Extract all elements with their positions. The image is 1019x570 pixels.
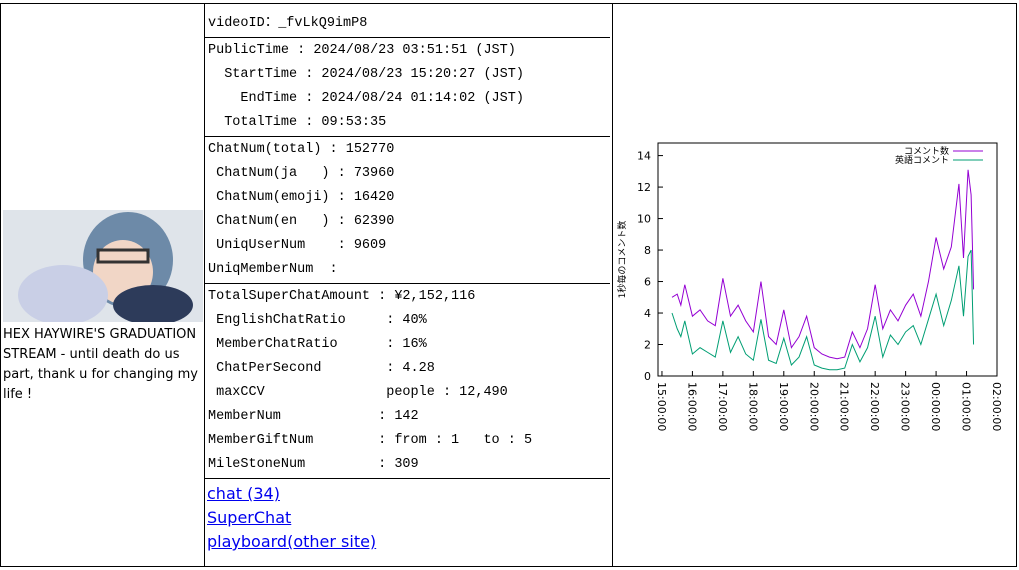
y-tick-label: 0 [644,370,651,383]
cell-divider [612,3,1018,567]
x-tick-label: 18:00:00 [746,382,759,431]
series-line [671,169,975,360]
stats-line: TotalSuperChatAmount : ¥2,152,116 [208,289,476,304]
link[interactable]: playboard(other site) [207,532,377,551]
links: chat (34) SuperChat playboard(other site) [207,482,376,554]
x-tick-label: 21:00:00 [838,382,851,431]
stats-line: EndTime : 2024/08/24 01:14:02 (JST) [208,91,524,106]
stats-line: ChatNum(emoji) : 16420 [208,190,395,205]
stats-line: ChatPerSecond : 4.28 [208,361,435,376]
x-tick-label: 00:00:00 [929,382,942,431]
x-tick-label: 16:00:00 [685,382,698,431]
y-tick-label: 12 [637,181,651,194]
stats-line: StartTime : 2024/08/23 15:20:27 (JST) [208,67,524,82]
stats-line: ChatNum(en ) : 62390 [208,214,395,229]
y-axis-label: 1秒毎のコメント数 [616,221,628,299]
stats-line: TotalTime : 09:53:35 [208,115,387,130]
stats-line: UniqUserNum : 9609 [208,238,387,253]
y-tick-label: 10 [637,213,651,226]
chart: 0 2 4 6 8 10 12 14 15:00:00 16:00:00 17:00:00 18:00… [616,142,1003,431]
x-tick-label: 15:00:00 [655,382,668,431]
x-tick-label: 17:00:00 [716,382,729,431]
stats-line: videoID：_fvLkQ9imP8 [208,16,368,31]
stats-line: EnglishChatRatio : 40% [208,313,427,328]
stats-line: ChatNum(total) : 152770 [208,142,395,157]
table [0,3,1017,567]
stats-section: PublicTime : 2024/08/23 03:51:51 (JST) S… [205,38,610,137]
stats-line: PublicTime : 2024/08/23 03:51:51 (JST) [208,43,516,58]
stats-line: UniqMemberNum : [208,262,338,277]
stats-section: videoID：_fvLkQ9imP8 [205,11,610,38]
x-tick-label: 19:00:00 [777,382,790,431]
stats-line: MemberGiftNum : from : 1 to : 5 [208,433,533,448]
x-tick-label: 23:00:00 [899,382,912,431]
stats-line: MemberChatRatio : 16% [208,337,427,352]
plot-frame [657,142,998,377]
x-tick-label: 20:00:00 [807,382,820,431]
y-tick-label: 2 [644,339,651,352]
series-line [671,249,975,371]
y-tick-label: 4 [644,307,651,320]
y-tick-label: 14 [637,150,651,163]
stats-section: TotalSuperChatAmount : ¥2,152,116 Englis… [205,284,610,479]
x-tick-label: 02:00:00 [990,382,1003,431]
y-tick-label: 6 [644,276,651,289]
cell-divider [204,3,613,567]
x-tick-label: 22:00:00 [868,382,881,431]
link[interactable]: SuperChat [207,508,292,527]
x-tick-label: 01:00:00 [960,382,973,431]
video-title: HEX HAYWIRE'S GRADUATION STREAM - until … [3,327,198,402]
stats-line: maxCCV people : 12,490 [208,385,508,400]
legend-label: 英語コメント [895,154,949,166]
stats-section: ChatNum(total) : 152770 ChatNum(ja ) : 7… [205,137,610,284]
stats-line: MemberNum : 142 [208,409,419,424]
y-tick-label: 8 [644,244,651,257]
legend-label: コメント数 [904,145,949,157]
link[interactable]: chat (34) [207,484,280,503]
thumbnail[interactable] [3,210,203,322]
stats: videoID：_fvLkQ9imP8 PublicTime : 2024/08/… [205,11,610,479]
stats-line: ChatNum(ja ) : 73960 [208,166,395,181]
stats-line: MileStoneNum : 309 [208,457,419,472]
